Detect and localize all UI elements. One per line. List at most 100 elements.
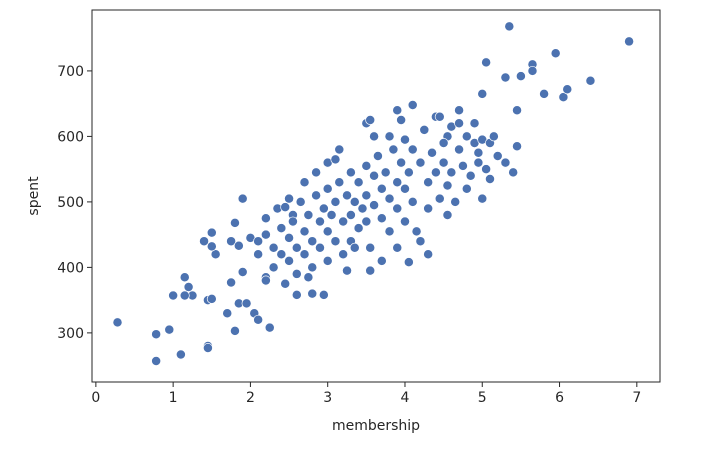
scatter-point	[175, 349, 186, 360]
scatter-point	[361, 160, 372, 171]
scatter-point	[454, 105, 465, 116]
scatter-point	[376, 183, 387, 194]
scatter-point	[477, 88, 488, 99]
scatter-point	[322, 226, 333, 237]
scatter-point	[461, 131, 472, 142]
y-axis-label: spent	[26, 176, 42, 216]
scatter-point	[376, 255, 387, 266]
scatter-point	[423, 203, 434, 214]
scatter-point	[237, 267, 248, 277]
scatter-point	[322, 183, 333, 194]
y-tick-label: 400	[57, 260, 84, 276]
scatter-point	[512, 105, 522, 116]
scatter-point	[369, 170, 380, 181]
scatter-point	[222, 308, 233, 319]
scatter-point	[299, 177, 310, 188]
scatter-point	[365, 115, 376, 125]
y-tick-label: 500	[57, 195, 84, 211]
scatter-point	[438, 138, 449, 148]
scatter-point	[253, 249, 264, 260]
scatter-point	[179, 290, 190, 301]
scatter-point	[349, 196, 360, 207]
scatter-point	[438, 157, 449, 168]
x-tick-label: 7	[632, 390, 641, 406]
scatter-point	[168, 290, 179, 301]
scatter-point	[624, 36, 635, 47]
scatter-point	[280, 278, 291, 289]
scatter-point	[515, 71, 526, 82]
scatter-point	[276, 249, 287, 260]
scatter-point	[396, 157, 407, 168]
x-tick-label: 4	[401, 390, 410, 406]
scatter-point	[392, 177, 403, 188]
scatter-point	[376, 213, 387, 224]
scatter-point	[469, 118, 480, 129]
x-tick-label: 2	[246, 390, 255, 406]
scatter-point	[295, 196, 306, 207]
scatter-point	[183, 282, 194, 292]
scatter-point	[423, 249, 434, 260]
scatter-point	[527, 65, 538, 76]
x-tick-label: 0	[91, 390, 100, 406]
scatter-point	[369, 200, 380, 211]
scatter-point	[384, 226, 395, 237]
scatter-point	[303, 272, 314, 283]
scatter-point	[330, 196, 341, 207]
scatter-point	[253, 236, 264, 247]
scatter-point	[365, 242, 376, 253]
y-tick-label: 700	[57, 64, 84, 80]
scatter-point	[291, 242, 302, 253]
scatter-point	[434, 111, 445, 122]
scatter-point	[504, 21, 515, 32]
scatter-point	[442, 180, 453, 191]
scatter-point	[392, 203, 403, 214]
scatter-point	[446, 167, 457, 178]
x-tick-label: 5	[478, 390, 487, 406]
scatter-point	[384, 131, 395, 142]
scatter-point	[253, 314, 264, 325]
scatter-point	[423, 177, 434, 188]
scatter-point	[539, 88, 550, 99]
scatter-point	[342, 190, 352, 201]
scatter-point	[284, 255, 295, 266]
scatter-point	[477, 193, 488, 204]
scatter-point	[342, 265, 352, 276]
scatter-point	[550, 48, 561, 59]
scatter-point	[338, 216, 349, 227]
scatter-point	[315, 242, 325, 253]
scatter-point	[307, 288, 318, 299]
scatter-point	[407, 100, 418, 110]
scatter-point	[450, 196, 461, 207]
scatter-point	[481, 57, 492, 68]
scatter-point	[315, 216, 325, 227]
scatter-point	[388, 144, 399, 155]
scatter-point	[334, 177, 345, 188]
scatter-point	[457, 160, 468, 171]
y-tick-label: 300	[57, 326, 84, 342]
x-tick-label: 6	[555, 390, 564, 406]
scatter-point	[268, 242, 279, 253]
scatter-point	[318, 289, 329, 300]
scatter-point	[488, 131, 499, 142]
scatter-point	[349, 242, 360, 253]
scatter-point	[400, 183, 410, 194]
scatter-point	[500, 157, 511, 168]
scatter-point	[434, 193, 445, 204]
scatter-point	[311, 190, 322, 201]
scatter-point	[330, 236, 341, 247]
scatter-point	[357, 203, 368, 214]
scatter-point	[276, 223, 287, 234]
scatter-point	[558, 92, 569, 103]
scatter-point	[361, 190, 372, 201]
scatter-point	[415, 236, 426, 247]
scatter-point	[179, 272, 190, 283]
scatter-point	[280, 202, 291, 213]
scatter-point	[361, 216, 372, 227]
scatter-point	[230, 217, 240, 228]
scatter-point	[264, 322, 275, 333]
scatter-point	[403, 257, 414, 268]
scatter-point	[206, 241, 217, 252]
scatter-point	[233, 240, 244, 251]
scatter-point	[500, 72, 511, 83]
